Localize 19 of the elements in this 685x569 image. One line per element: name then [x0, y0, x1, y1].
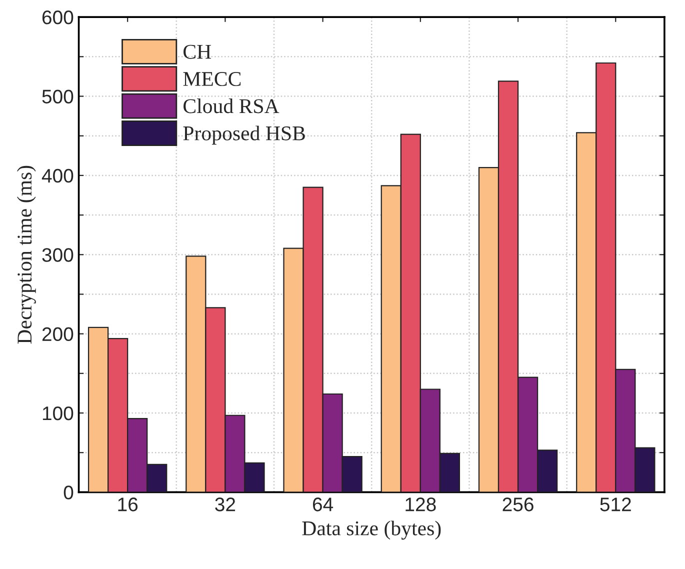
- legend-label: Cloud RSA: [184, 98, 280, 114]
- y-tick-label: 100: [42, 406, 74, 420]
- legend-label: CH: [184, 44, 211, 59]
- x-tick-label: 512: [600, 498, 631, 512]
- x-tick-label: 32: [215, 498, 236, 512]
- legend-label: MECC: [183, 72, 241, 86]
- x-axis-title: Data size (bytes): [302, 520, 441, 540]
- x-tick-label: 64: [312, 498, 334, 512]
- x-tick-label: 128: [406, 498, 436, 512]
- x-tick-label: 256: [502, 498, 534, 512]
- y-tick-label: 0: [64, 486, 74, 500]
- x-tick-label: 16: [118, 498, 138, 512]
- y-tick-label: 400: [42, 168, 74, 183]
- y-tick-label: 300: [42, 248, 74, 262]
- y-tick-label: 200: [42, 327, 74, 342]
- y-axis-title: Decryption time (ms): [16, 166, 36, 344]
- y-tick-label: 500: [42, 90, 74, 104]
- legend-label: Proposed HSB: [183, 126, 305, 145]
- y-tick-label: 600: [42, 10, 74, 24]
